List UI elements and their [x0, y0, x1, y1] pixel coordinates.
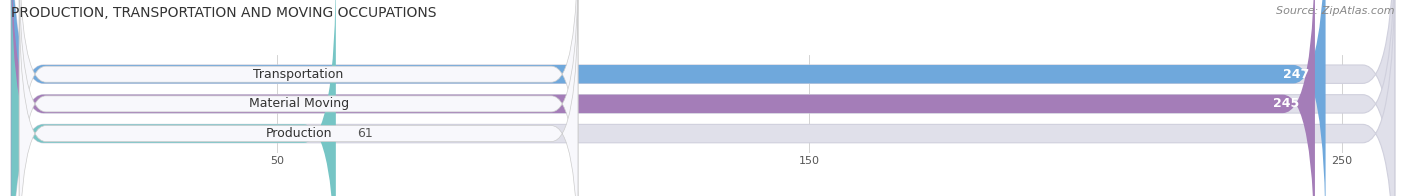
Text: 247: 247	[1284, 68, 1309, 81]
Text: Production: Production	[266, 127, 332, 140]
Text: 245: 245	[1272, 97, 1299, 110]
FancyBboxPatch shape	[11, 0, 1395, 196]
Text: Source: ZipAtlas.com: Source: ZipAtlas.com	[1277, 6, 1395, 16]
FancyBboxPatch shape	[11, 0, 336, 196]
Text: 61: 61	[357, 127, 373, 140]
Text: Transportation: Transportation	[253, 68, 343, 81]
FancyBboxPatch shape	[11, 0, 1395, 196]
Text: Material Moving: Material Moving	[249, 97, 349, 110]
Text: PRODUCTION, TRANSPORTATION AND MOVING OCCUPATIONS: PRODUCTION, TRANSPORTATION AND MOVING OC…	[11, 6, 437, 20]
FancyBboxPatch shape	[20, 0, 578, 196]
FancyBboxPatch shape	[11, 0, 1326, 196]
FancyBboxPatch shape	[11, 0, 1315, 196]
FancyBboxPatch shape	[20, 0, 578, 196]
FancyBboxPatch shape	[20, 0, 578, 196]
FancyBboxPatch shape	[11, 0, 1395, 196]
